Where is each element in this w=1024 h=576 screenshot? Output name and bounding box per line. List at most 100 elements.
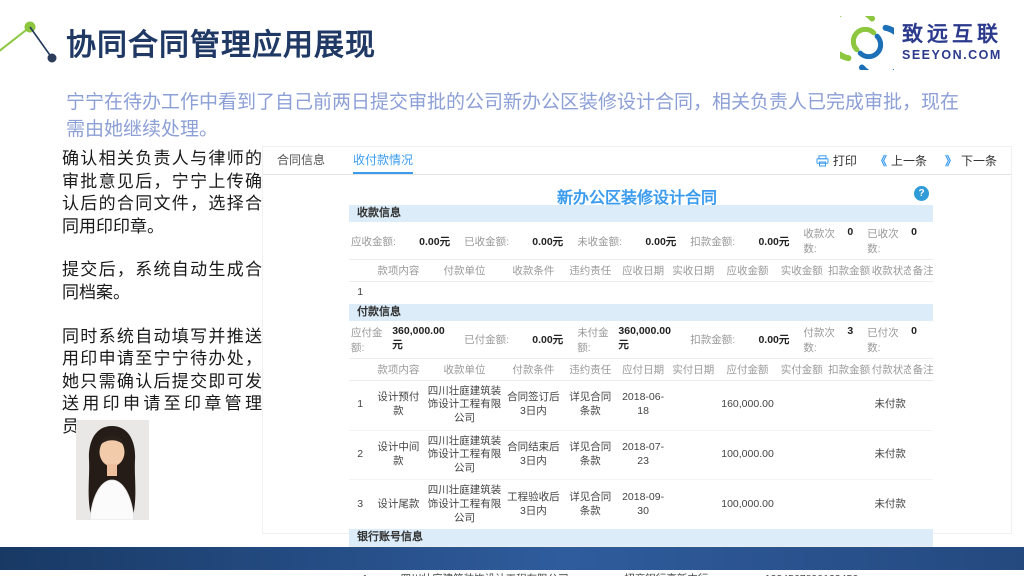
table-cell <box>826 430 870 481</box>
column-header: 应收金额 <box>717 259 778 282</box>
app-toolbar: 打印 《 上一条 》 下一条 <box>816 147 997 174</box>
table-cell: 工程验收后3日内 <box>507 491 560 517</box>
table-cell: 2 <box>349 430 372 481</box>
column-header: 实收日期 <box>668 259 718 282</box>
table-cell <box>911 282 933 304</box>
table-cell: 未付款 <box>874 498 906 511</box>
table-cell: 设计预付款 <box>371 380 426 431</box>
summary-field: 未收金额: 0.00元 <box>577 235 677 248</box>
column-header: 收款单位 <box>425 357 504 381</box>
column-header <box>349 357 372 381</box>
table-cell <box>371 282 425 304</box>
seeyon-logo-icon <box>840 16 894 70</box>
section-header-payment: 付款信息 <box>349 303 933 321</box>
column-header: 付款状态 <box>869 357 911 381</box>
table-cell <box>777 380 827 431</box>
table-cell: 1 <box>357 286 364 298</box>
table-cell: 合同结束后3日内 <box>503 430 564 481</box>
table-cell <box>617 282 669 304</box>
sidebar-paragraph: 同时系统自动填写并推送用印申请至宁宁待办处，她只需确认后提交即可发送用印申请至印… <box>62 326 262 437</box>
table-cell <box>870 282 911 304</box>
double-chevron-left-icon: 《 <box>874 154 887 168</box>
column-header: 收款状态 <box>869 259 911 282</box>
printer-icon <box>816 154 829 166</box>
column-header: 应付日期 <box>617 357 669 381</box>
logo-domain: SEEYON.COM <box>902 48 1002 63</box>
double-chevron-right-icon: 》 <box>944 154 957 168</box>
table-cell: 160,000.00 <box>717 380 778 431</box>
column-header: 款项内容 <box>371 357 426 381</box>
summary-field: 应收金额: 0.00元 <box>351 235 451 248</box>
table-cell <box>777 480 826 529</box>
tab-payment-status[interactable]: 收付款情况 <box>353 147 414 174</box>
table-cell <box>910 430 933 481</box>
summary-field: 已付次数: 0 <box>867 324 917 354</box>
table-cell <box>826 282 870 304</box>
table-cell <box>669 480 718 529</box>
summary-field: 应付金额: 360,000.00元 <box>351 324 445 354</box>
summary-field: 已收金额: 0.00元 <box>464 235 564 248</box>
table-cell <box>425 282 503 304</box>
help-icon[interactable]: ? <box>914 186 929 201</box>
next-button[interactable]: 》 下一条 <box>944 154 997 168</box>
table-row: 1 设计预付款 四川壮庭建筑装饰设计工程有限公司 合同签订后3日内 详见合同条款 2018… <box>349 380 933 431</box>
summary-field: 未付金额: 360,000.00元 <box>577 324 671 354</box>
column-header: 扣款金额 <box>826 259 870 282</box>
column-header: 收款条件 <box>503 259 564 282</box>
payment-table: 款项内容 收款单位 付款条件 违约责任 应付日期 实付日期 应付金额 实付金额 扣款金额 付款状态… <box>349 357 933 530</box>
contract-title: 新办公区装修设计合同 <box>556 190 717 207</box>
table-cell: 1 <box>349 569 381 576</box>
summary-field: 付款次数: 3 <box>803 324 854 354</box>
table-cell: 未付款 <box>869 380 911 431</box>
section-header-receipt: 收款信息 <box>349 205 933 222</box>
table-cell: 2018-07-23 <box>617 430 669 481</box>
table-cell <box>826 380 870 431</box>
table-cell <box>668 380 718 431</box>
table-cell <box>668 430 718 481</box>
table-cell: 100,000.00 <box>721 498 774 511</box>
column-header: 扣款金额 <box>826 357 870 381</box>
summary-field: 扣款金额: 0.00元 <box>690 235 790 248</box>
prev-button[interactable]: 《 上一条 <box>874 154 927 168</box>
sidebar-text: 确认相关负责人与律师的审批意见后，宁宁上传确认后的合同文件，选择合同用印印章。 … <box>62 148 262 460</box>
summary-field: 已收次数: 0 <box>867 226 917 255</box>
column-header: 应付金额 <box>717 357 778 381</box>
table-cell: 设计尾款 <box>377 498 420 511</box>
payment-summary: 应付金额: 360,000.00元 已付金额: 0.00元 未付金额: 360,000.0… <box>349 321 933 358</box>
tab-contract-info[interactable]: 合同信息 <box>277 153 326 167</box>
summary-field: 扣款金额: 0.00元 <box>690 334 790 347</box>
table-cell: 四川壮庭建筑装饰设计工程有限公司 <box>425 380 504 431</box>
app-screenshot: 合同信息 收付款情况 打印 《 上一条 》 <box>262 146 1012 576</box>
table-cell: 四川壮庭建筑装饰设计工程有限公司 <box>381 569 588 576</box>
table-cell: 详见合同条款 <box>563 380 618 431</box>
form-sections: 收款信息 应收金额: 0.00元 已收金额: 0.00元 未收金额: 0.00元 扣款金额:… <box>349 205 933 576</box>
section-header-bank: 银行账号信息 <box>349 529 933 547</box>
table-cell <box>669 282 718 304</box>
column-header <box>349 259 372 282</box>
table-cell: 合同签订后3日内 <box>503 380 564 431</box>
seeyon-logo: 致远互联 SEEYON.COM <box>840 16 1002 70</box>
column-header: 付款条件 <box>503 357 564 381</box>
table-cell: 四川壮庭建筑装饰设计工程有限公司 <box>425 430 504 481</box>
table-cell: 四川壮庭建筑装饰设计工程有限公司 <box>427 484 502 524</box>
column-header: 备注 <box>910 357 933 381</box>
footer-bar <box>0 547 1024 570</box>
table-cell: 详见合同条款 <box>569 491 612 517</box>
table-cell: 设计中间款 <box>371 430 426 481</box>
app-tab-bar: 合同信息 收付款情况 打印 《 上一条 》 <box>263 147 1011 175</box>
column-header: 付款单位 <box>425 259 504 282</box>
scenario-description: 宁宁在待办工作中看到了自己前两日提交审批的公司新办公区装修设计合同，相关负责人已… <box>66 92 960 140</box>
table-row: 1四川壮庭建筑装饰设计工程有限公司招商银行高新支行123456789012345… <box>349 569 933 576</box>
table-cell <box>504 282 564 304</box>
sidebar-paragraph: 确认相关负责人与律师的审批意见后，宁宁上传确认后的合同文件，选择合同用印印章。 <box>62 149 262 236</box>
table-cell: 1234567890123456 <box>745 569 879 576</box>
print-button[interactable]: 打印 <box>816 152 857 169</box>
person-photo <box>76 420 149 520</box>
table-cell <box>777 282 826 304</box>
table-cell: 100,000.00 <box>717 430 778 481</box>
logo-name: 致远互联 <box>902 23 1002 47</box>
table-cell: 详见合同条款 <box>563 430 618 481</box>
column-header: 违约责任 <box>563 357 618 381</box>
table-cell: 招商银行高新支行 <box>588 569 744 576</box>
